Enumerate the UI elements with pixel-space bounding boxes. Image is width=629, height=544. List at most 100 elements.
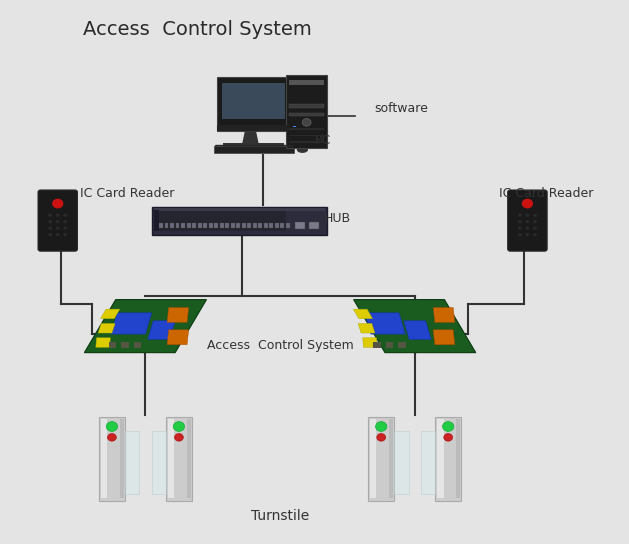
Bar: [203, 222, 207, 228]
Ellipse shape: [297, 146, 308, 153]
Bar: [125, 431, 139, 494]
Circle shape: [533, 214, 537, 217]
Circle shape: [526, 233, 529, 236]
Circle shape: [522, 199, 533, 208]
Bar: [153, 208, 325, 211]
Bar: [435, 417, 461, 500]
Polygon shape: [433, 307, 455, 323]
Bar: [389, 419, 393, 498]
Bar: [166, 417, 192, 500]
Circle shape: [443, 422, 454, 431]
Bar: [253, 222, 257, 228]
Bar: [99, 417, 125, 500]
Circle shape: [64, 226, 67, 230]
Circle shape: [174, 434, 183, 441]
Bar: [394, 431, 409, 494]
Bar: [152, 207, 327, 234]
Bar: [187, 222, 191, 228]
Bar: [275, 222, 279, 228]
Bar: [134, 342, 141, 348]
Circle shape: [48, 233, 52, 236]
Bar: [214, 222, 218, 228]
Circle shape: [303, 119, 311, 126]
Bar: [259, 222, 262, 228]
Circle shape: [56, 233, 60, 236]
Bar: [421, 431, 435, 494]
FancyBboxPatch shape: [38, 190, 77, 251]
Circle shape: [48, 214, 52, 217]
Bar: [289, 104, 324, 108]
Bar: [153, 210, 159, 231]
Bar: [152, 431, 166, 494]
Circle shape: [56, 220, 60, 223]
Bar: [437, 419, 443, 498]
Polygon shape: [353, 309, 372, 319]
Bar: [209, 222, 213, 228]
Polygon shape: [358, 324, 375, 333]
Bar: [247, 222, 251, 228]
Bar: [159, 222, 163, 228]
Text: HUB: HUB: [324, 213, 351, 225]
Circle shape: [518, 226, 522, 230]
Bar: [456, 419, 460, 498]
Circle shape: [518, 214, 522, 217]
Polygon shape: [167, 307, 189, 323]
Circle shape: [64, 220, 67, 223]
Circle shape: [376, 422, 387, 431]
Bar: [398, 342, 406, 348]
Bar: [370, 419, 377, 498]
Polygon shape: [242, 131, 259, 143]
Bar: [155, 211, 286, 231]
Text: Access  Control System: Access Control System: [207, 338, 353, 351]
Bar: [223, 143, 284, 147]
Circle shape: [64, 233, 67, 236]
Circle shape: [533, 226, 537, 230]
Bar: [101, 419, 107, 498]
Bar: [120, 419, 124, 498]
Bar: [286, 222, 290, 228]
Circle shape: [173, 422, 184, 431]
Circle shape: [106, 422, 118, 431]
Polygon shape: [101, 309, 120, 319]
Text: software: software: [374, 102, 428, 115]
Bar: [168, 419, 174, 498]
Bar: [368, 417, 394, 500]
Bar: [242, 222, 245, 228]
Bar: [289, 113, 324, 116]
Bar: [286, 75, 327, 148]
Polygon shape: [433, 330, 455, 345]
Bar: [269, 222, 273, 228]
Bar: [214, 146, 294, 153]
Circle shape: [377, 434, 386, 441]
Circle shape: [533, 220, 537, 223]
Bar: [220, 222, 223, 228]
Bar: [170, 222, 174, 228]
Bar: [222, 83, 285, 119]
Bar: [218, 125, 289, 131]
Polygon shape: [353, 300, 476, 353]
FancyBboxPatch shape: [508, 190, 547, 251]
Polygon shape: [111, 313, 152, 334]
Bar: [121, 342, 129, 348]
Circle shape: [526, 220, 529, 223]
Circle shape: [518, 220, 522, 223]
Bar: [187, 419, 191, 498]
Bar: [175, 222, 179, 228]
Circle shape: [526, 214, 529, 217]
Circle shape: [48, 226, 52, 230]
Bar: [373, 342, 381, 348]
Polygon shape: [404, 321, 431, 339]
Circle shape: [56, 214, 60, 217]
Circle shape: [52, 199, 64, 208]
Polygon shape: [167, 330, 189, 345]
Circle shape: [56, 226, 60, 230]
Polygon shape: [365, 313, 405, 334]
Bar: [281, 222, 284, 228]
Polygon shape: [214, 145, 294, 146]
Circle shape: [444, 434, 453, 441]
Bar: [386, 342, 393, 348]
Bar: [237, 222, 240, 228]
Circle shape: [518, 233, 522, 236]
Bar: [165, 222, 169, 228]
Circle shape: [533, 233, 537, 236]
